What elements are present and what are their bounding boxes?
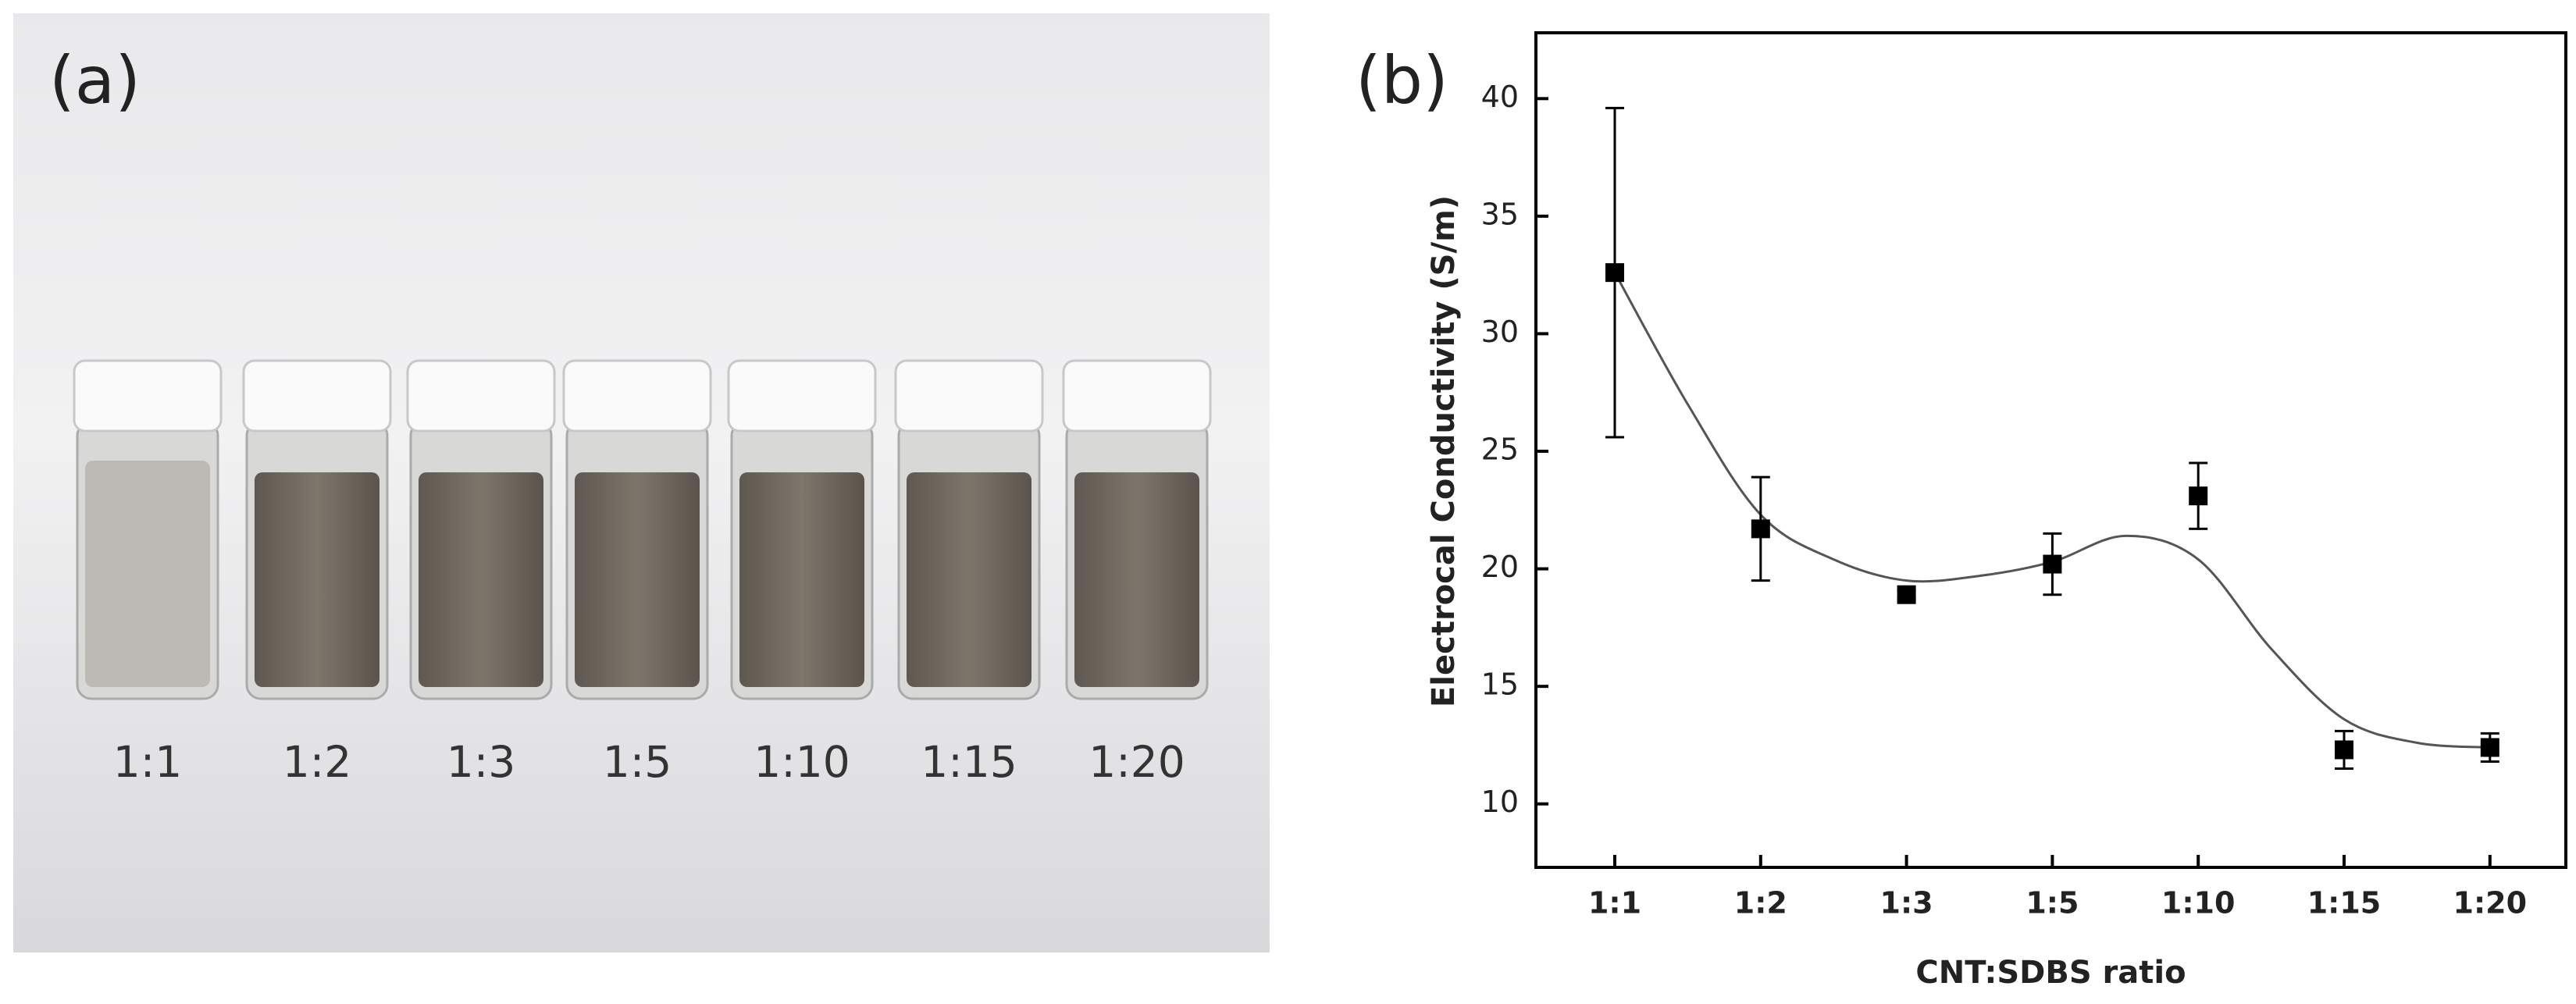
vial-cap — [242, 359, 392, 433]
vial-liquid — [1074, 472, 1199, 687]
vial-label: 1:20 — [1088, 737, 1185, 787]
y-tick-label: 25 — [1481, 433, 1519, 467]
vial-label: 1:1 — [113, 737, 183, 787]
panel-label: (b) — [1356, 42, 1448, 119]
y-tick-label: 20 — [1481, 550, 1519, 584]
x-tick-label: 1:1 — [1588, 886, 1641, 920]
data-point — [1751, 519, 1770, 539]
x-axis-title: CNT:SDBS ratio — [1915, 955, 2186, 991]
vial-label: 1:5 — [603, 737, 672, 787]
x-tick-label: 1:2 — [1734, 886, 1787, 920]
data-point — [2480, 738, 2499, 757]
vial-liquid — [575, 472, 700, 687]
vial-liquid — [419, 472, 543, 687]
data-point — [1897, 585, 1916, 604]
y-axis-title: Electrocal Conductivity (S/m) — [1426, 195, 1462, 707]
vial-liquid — [85, 461, 210, 687]
x-tick-label: 1:10 — [2161, 886, 2236, 920]
y-tick-label: 15 — [1481, 668, 1519, 702]
vial-cap — [73, 359, 223, 433]
vial-label: 1:15 — [921, 737, 1017, 787]
y-tick-label: 35 — [1481, 197, 1519, 231]
vial-liquid — [907, 472, 1031, 687]
x-tick-label: 1:3 — [1880, 886, 1933, 920]
y-tick-label: 30 — [1481, 315, 1519, 349]
data-point — [1605, 263, 1624, 283]
vial-cap — [727, 359, 877, 433]
x-tick-label: 1:15 — [2307, 886, 2382, 920]
vial-label: 1:10 — [754, 737, 850, 787]
data-point — [2335, 740, 2353, 760]
y-tick-label: 10 — [1481, 785, 1519, 819]
vial-label: 1:3 — [447, 737, 516, 787]
data-point — [2189, 486, 2208, 506]
y-tick-label: 40 — [1481, 80, 1519, 114]
fit-curve — [1613, 272, 2490, 749]
vial-cap — [406, 359, 556, 433]
vial-cap — [1062, 359, 1212, 433]
vial-liquid — [255, 472, 379, 687]
data-point — [2043, 554, 2062, 574]
vial-label: 1:2 — [283, 737, 352, 787]
vials: 1:1 1:2 1:3 1:5 1:10 1:15 1:20 — [73, 359, 1212, 787]
panel-label: (a) — [49, 42, 141, 119]
x-tick-label: 1:5 — [2026, 886, 2079, 920]
vial-cap — [894, 359, 1044, 433]
vial-liquid — [739, 472, 864, 687]
x-tick-label: 1:20 — [2453, 886, 2528, 920]
vial-cap — [562, 359, 712, 433]
